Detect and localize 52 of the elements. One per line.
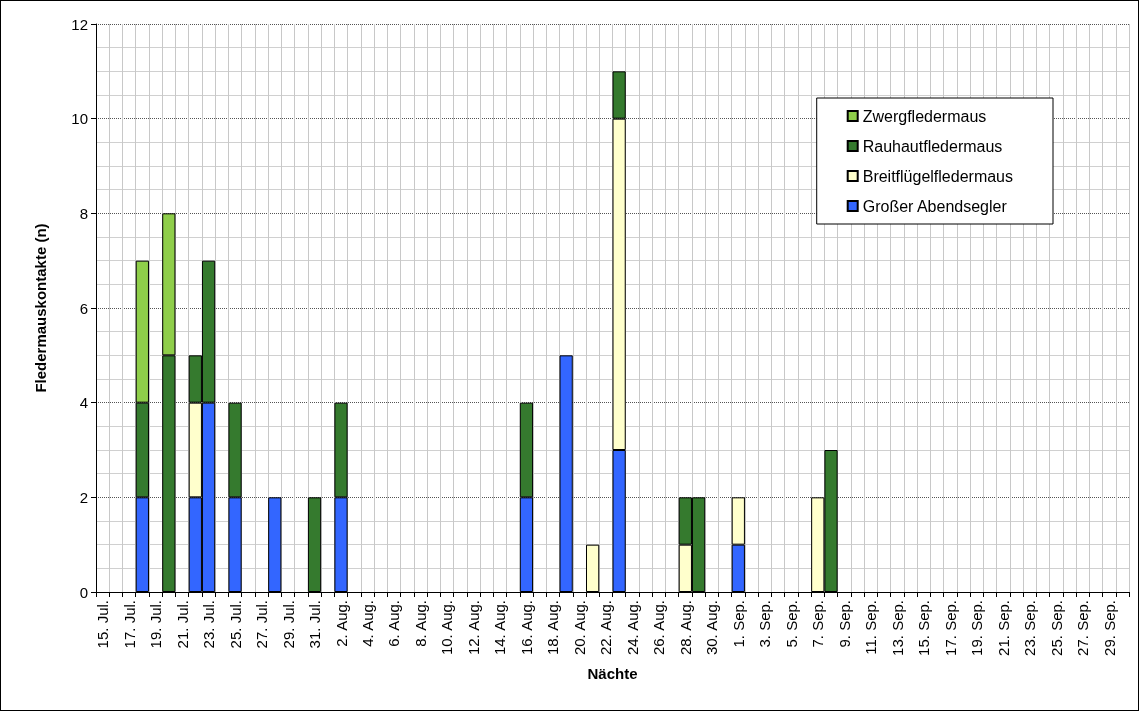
x-tick-label: 16. Aug.	[517, 600, 535, 656]
x-tick-label: 30. Aug.	[703, 600, 721, 656]
x-tick-label: 21. Sep.	[994, 600, 1012, 656]
x-tick-label: 15. Jul.	[94, 600, 112, 649]
x-tick-label: 14. Aug.	[491, 600, 509, 656]
x-tick-label: 19. Sep.	[968, 600, 986, 656]
y-tick-label: 4	[79, 394, 88, 412]
x-tick-label: 20. Aug.	[570, 600, 588, 656]
x-tick-label: 4. Aug.	[358, 600, 376, 647]
x-tick-label: 31. Jul.	[306, 600, 324, 649]
x-tick-label: 28. Aug.	[676, 600, 694, 656]
legend-label: Zwergfledermaus	[862, 107, 987, 125]
x-tick-label: 15. Sep.	[915, 600, 933, 656]
x-tick-label: 8. Aug.	[411, 600, 429, 647]
y-tick-label: 8	[79, 204, 88, 222]
y-axis-title: Fledermauskontakte (n)	[32, 223, 49, 393]
x-tick-label: 1. Sep.	[729, 600, 747, 648]
x-tick-label: 23. Jul.	[200, 600, 218, 649]
x-tick-label: 9. Sep.	[835, 600, 853, 648]
legend-label: Rauhautfledermaus	[862, 137, 1003, 155]
y-tick-label: 0	[79, 583, 88, 601]
x-tick-label: 17. Sep.	[941, 600, 959, 656]
x-tick-label: 3. Sep.	[756, 600, 774, 648]
x-tick-label: 10. Aug.	[438, 600, 456, 656]
x-tick-label: 25. Jul.	[226, 600, 244, 649]
x-tick-label: 12. Aug.	[464, 600, 482, 656]
x-tick-label: 13. Sep.	[888, 600, 906, 656]
x-tick-label: 27. Jul.	[253, 600, 271, 649]
x-tick-label: 18. Aug.	[544, 600, 562, 656]
x-tick-label: 7. Sep.	[809, 600, 827, 648]
x-tick-label: 27. Sep.	[1074, 600, 1092, 656]
x-tick-label: 24. Aug.	[623, 600, 641, 656]
x-tick-label: 5. Sep.	[782, 600, 800, 648]
x-tick-label: 11. Sep.	[862, 600, 880, 655]
x-tick-label: 2. Aug.	[332, 600, 350, 647]
x-tick-label: 25. Sep.	[1047, 600, 1065, 656]
x-tick-label: 29. Sep.	[1100, 600, 1118, 656]
x-tick-label: 17. Jul.	[120, 600, 138, 649]
legend-label: Großer Abendsegler	[862, 197, 1008, 215]
y-tick-label: 12	[71, 15, 88, 33]
x-tick-label: 22. Aug.	[597, 600, 615, 656]
x-axis-title: Nächte	[587, 665, 638, 682]
x-tick-label: 29. Jul.	[279, 600, 297, 649]
x-tick-label: 26. Aug.	[650, 600, 668, 656]
x-tick-label: 21. Jul.	[173, 600, 191, 649]
legend-label: Breitflügelfledermaus	[862, 167, 1013, 185]
x-tick-label: 19. Jul.	[147, 600, 165, 649]
y-tick-label: 6	[79, 299, 88, 317]
y-tick-label: 2	[79, 488, 88, 506]
x-tick-label: 23. Sep.	[1021, 600, 1039, 656]
x-tick-label: 6. Aug.	[385, 600, 403, 647]
y-tick-label: 10	[71, 110, 88, 128]
